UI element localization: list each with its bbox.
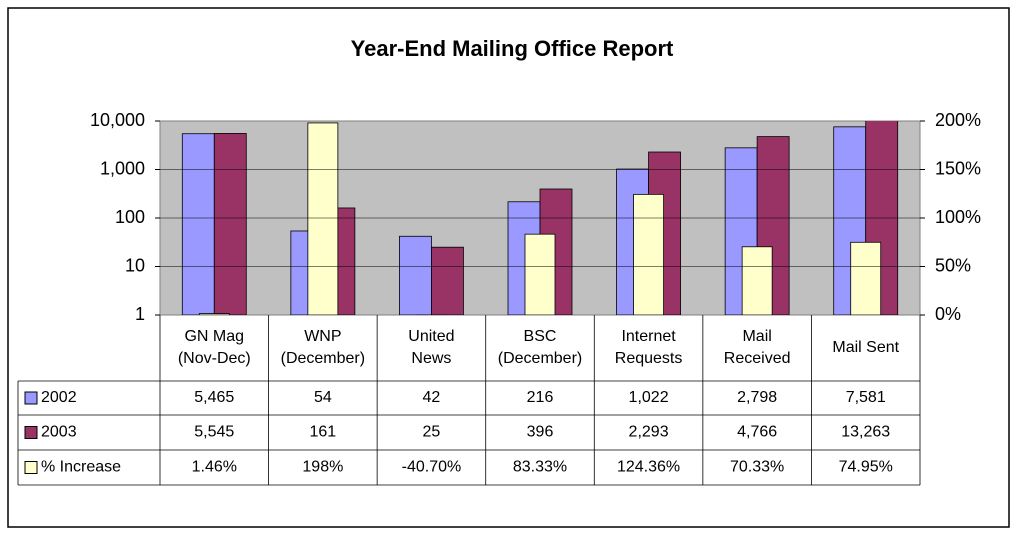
table-cell: 5,465 <box>194 389 234 406</box>
y2-tick-label: 100% <box>935 207 981 227</box>
y2-tick-label: 200% <box>935 110 981 130</box>
table-cell: 25 <box>423 424 441 441</box>
bar <box>198 313 230 315</box>
table-cell: 54 <box>314 389 332 406</box>
y-tick-label: 10,000 <box>90 110 145 130</box>
table-cell: 396 <box>527 424 554 441</box>
bar <box>633 193 664 315</box>
table-cell: 2,798 <box>737 389 777 406</box>
table-cell: 7,581 <box>846 389 886 406</box>
bar <box>213 133 247 315</box>
x-tick-label: News <box>411 350 451 367</box>
bar <box>741 246 773 315</box>
table-cell: 5,545 <box>194 424 234 441</box>
table-cell: 42 <box>423 389 441 406</box>
table-cell: 4,766 <box>737 424 777 441</box>
table-cell: 198% <box>302 459 343 476</box>
x-tick-label: WNP <box>304 328 341 345</box>
table-cell: 1,022 <box>629 389 669 406</box>
table-cell: 161 <box>310 424 337 441</box>
x-tick-label: Received <box>724 350 791 367</box>
table-cell: 70.33% <box>730 459 784 476</box>
x-tick-label: Internet <box>621 328 676 345</box>
table-cell: 1.46% <box>192 459 237 476</box>
legend-label: % Increase <box>41 459 121 476</box>
bar <box>431 246 464 315</box>
x-tick-label: (Nov-Dec) <box>178 350 251 367</box>
x-tick-label: Mail Sent <box>832 339 899 356</box>
y2-tick-label: 150% <box>935 158 981 178</box>
legend-swatch <box>24 391 38 405</box>
bar <box>850 241 882 315</box>
x-tick-label: United <box>408 328 454 345</box>
legend-swatch <box>24 426 38 439</box>
legend-label: 2002 <box>41 389 77 406</box>
x-tick-label: (December) <box>281 350 365 367</box>
chart-title: Year-End Mailing Office Report <box>351 36 674 61</box>
x-tick-label: BSC <box>524 328 557 345</box>
table-cell: -40.70% <box>402 459 462 476</box>
bars <box>181 121 899 315</box>
bar <box>307 122 339 315</box>
x-tick-label: Requests <box>615 350 683 367</box>
table-cell: 216 <box>527 389 554 406</box>
y-tick-label: 10 <box>125 255 145 275</box>
bar <box>399 235 432 315</box>
y2-tick-label: 0% <box>935 304 961 324</box>
table-cell: 74.95% <box>839 459 893 476</box>
table-cell: 83.33% <box>513 459 567 476</box>
y-tick-label: 1 <box>135 304 145 324</box>
x-tick-label: Mail <box>742 328 771 345</box>
table-cell: 13,263 <box>841 424 890 441</box>
y-tick-label: 100 <box>115 207 145 227</box>
y2-tick-label: 50% <box>935 255 971 275</box>
legend-swatch <box>24 461 38 474</box>
y-tick-label: 1,000 <box>100 158 145 178</box>
bar <box>524 233 556 315</box>
table-cell: 2,293 <box>629 424 669 441</box>
x-tick-label: (December) <box>498 350 582 367</box>
table-cell: 124.36% <box>617 459 680 476</box>
x-tick-label: GN Mag <box>184 328 244 345</box>
bar <box>181 133 215 315</box>
legend-label: 2003 <box>41 424 77 441</box>
